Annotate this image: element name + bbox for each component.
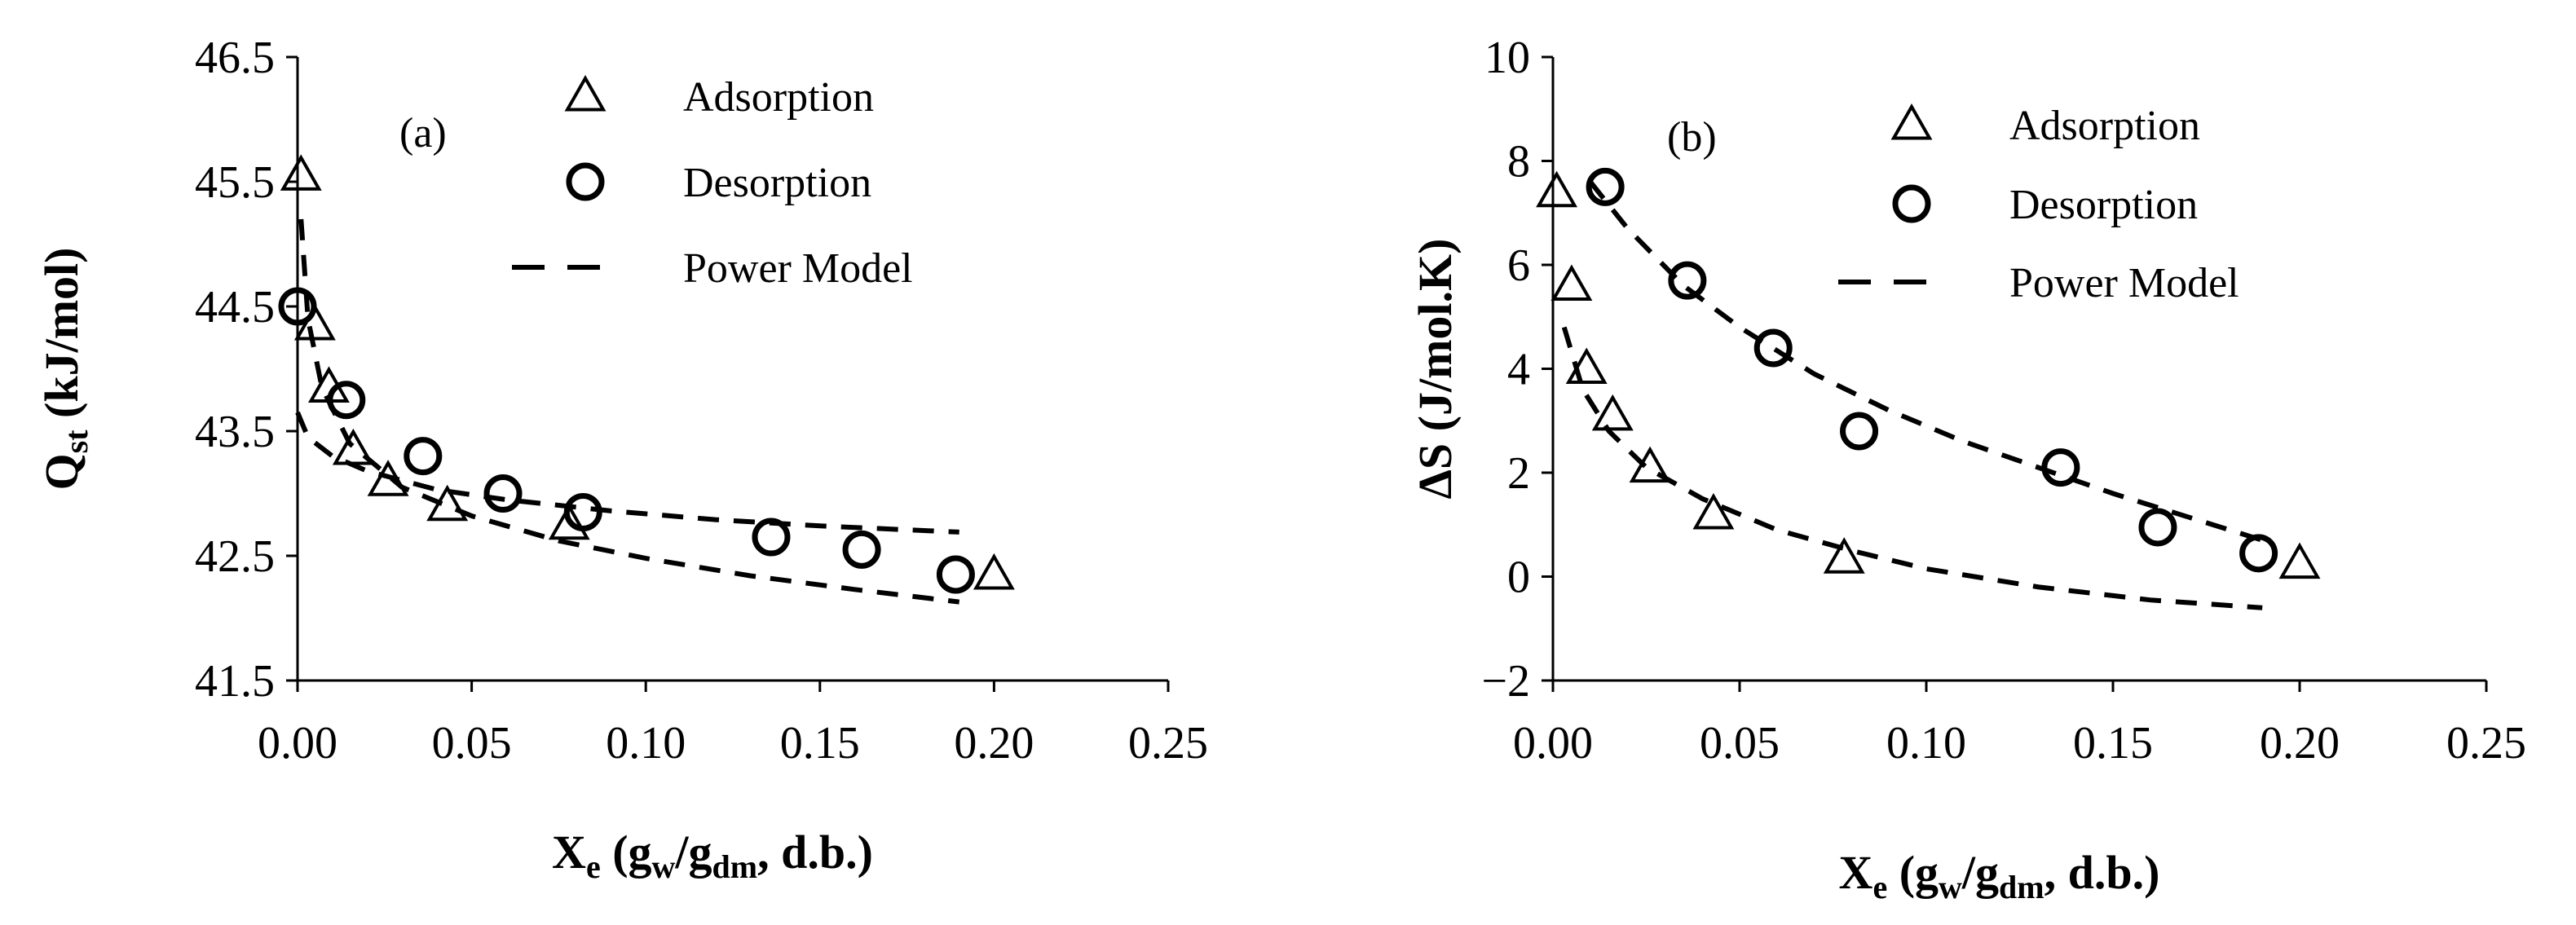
- x-tick-label: 0.25: [1128, 718, 1208, 769]
- data-point-circle: [404, 437, 443, 476]
- data-point-triangle: [973, 553, 1015, 590]
- x-tick-label: 0.15: [780, 718, 860, 769]
- y-tick-label: 4: [1507, 345, 1530, 395]
- legend-label: Power Model: [683, 245, 913, 292]
- x-tick-label: 0.05: [432, 718, 512, 769]
- data-point-circle: [483, 474, 523, 513]
- y-tick-label: 8: [1507, 137, 1530, 187]
- y-tick-label: −2: [1481, 656, 1530, 707]
- data-point-triangle: [1823, 537, 1865, 574]
- data-point-circle: [936, 555, 975, 594]
- data-point-circle: [1668, 261, 1707, 300]
- data-point-circle: [1586, 167, 1625, 206]
- data-point-triangle: [1890, 103, 1933, 140]
- data-point-circle: [1753, 328, 1793, 368]
- legend-label: Desorption: [2009, 182, 2198, 228]
- data-point-triangle: [1550, 264, 1593, 301]
- x-tick-label: 0.00: [1513, 718, 1593, 769]
- data-point-circle: [563, 492, 602, 531]
- power-model-curve: [295, 411, 959, 535]
- x-tick-label: 0.25: [2446, 718, 2526, 769]
- data-point-circle: [278, 287, 317, 326]
- series-power-model: [1588, 180, 2264, 543]
- x-tick-label: 0.10: [1886, 718, 1966, 769]
- x-axis-label: Xe (gw/gdm, d.b.): [1839, 846, 2160, 905]
- y-tick-label: 42.5: [195, 531, 275, 582]
- chart-panel-a: 0.00 0.05 0.10 0.15 0.20 0.25 41.5 42.5 43.5 44.5…: [35, 33, 1208, 885]
- legend-label: Adsorption: [683, 74, 874, 121]
- x-tick-label: 0.00: [258, 718, 337, 769]
- data-point-circle: [1892, 184, 1931, 223]
- y-tick-label: 6: [1507, 240, 1530, 291]
- legend-label: Desorption: [683, 160, 871, 206]
- y-axis-label: ΔS (J/mol.K): [1409, 239, 1462, 500]
- data-point-triangle: [564, 74, 607, 112]
- data-point-circle: [1840, 412, 1879, 451]
- series-power-model: [298, 218, 960, 605]
- series-power-model: [1561, 326, 2263, 610]
- x-tick-label: 0.10: [606, 718, 686, 769]
- data-point-triangle: [548, 503, 590, 540]
- y-axis-label: Qst (kJ/mol): [35, 248, 95, 491]
- panel-label: (b): [1667, 114, 1717, 161]
- chart-panel-b: 0.00 0.05 0.10 0.15 0.20 0.25 −2 0 2 4 6 8 10 Xe (gw/…: [1409, 33, 2526, 905]
- y-tick-label: 41.5: [195, 656, 275, 707]
- power-model-curve: [1561, 326, 2263, 610]
- legend-label: Adsorption: [2009, 103, 2200, 149]
- data-point-triangle: [280, 154, 322, 191]
- data-point-circle: [2138, 508, 2177, 547]
- data-point-circle: [566, 162, 605, 201]
- y-tick-label: 46.5: [195, 33, 275, 83]
- y-tick-label: 45.5: [195, 157, 275, 208]
- legend: Adsorption Desorption Power Model: [512, 74, 913, 292]
- y-tick-label: 43.5: [195, 407, 275, 457]
- data-point-circle: [2239, 534, 2278, 573]
- legend-label: Power Model: [2009, 260, 2239, 306]
- data-point-triangle: [1591, 394, 1634, 431]
- power-model-curve: [298, 218, 960, 605]
- data-point-triangle: [1536, 170, 1578, 208]
- series-desorption: [1586, 167, 2278, 573]
- x-tick-label: 0.20: [2260, 718, 2340, 769]
- panel-label: (a): [399, 110, 447, 156]
- y-tick-label: 2: [1507, 448, 1530, 499]
- x-tick-label: 0.20: [954, 718, 1034, 769]
- data-point-triangle: [1692, 492, 1735, 530]
- data-point-triangle: [2278, 542, 2321, 579]
- y-tick-label: 0: [1507, 553, 1530, 603]
- data-point-circle: [842, 530, 881, 569]
- x-tick-label: 0.05: [1700, 718, 1780, 769]
- series-adsorption: [280, 154, 1015, 590]
- y-tick-label: 44.5: [195, 282, 275, 333]
- series-adsorption: [1536, 170, 2321, 579]
- power-model-curve: [1588, 180, 2264, 543]
- y-tick-label: 10: [1484, 33, 1530, 83]
- x-tick-label: 0.15: [2073, 718, 2153, 769]
- x-axis-label: Xe (gw/gdm, d.b.): [552, 826, 873, 885]
- legend: Adsorption Desorption Power Model: [1838, 103, 2239, 306]
- series-desorption: [278, 287, 975, 594]
- series-power-model: [295, 411, 959, 535]
